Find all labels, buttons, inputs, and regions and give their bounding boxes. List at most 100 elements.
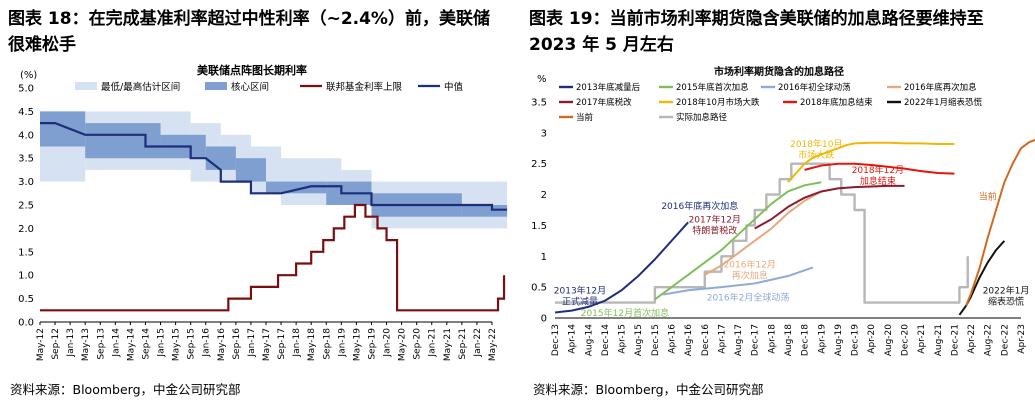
x-tick-label: Dec-17	[751, 324, 761, 356]
x-tick-label: Apr-19	[817, 324, 827, 354]
x-tick-label: Aug-14	[584, 324, 594, 357]
annotation-label: 2022年1月	[983, 284, 1030, 296]
y-tick-label: 1.5	[18, 247, 34, 258]
legend-label: 最低/最高估计区间	[101, 81, 180, 93]
x-tick-label: Sep-15	[187, 328, 197, 360]
x-tick-label: Jan-13	[66, 328, 76, 358]
right-chart: 市场利率期货隐含的加息路径% 0 0.5 1 1.5 2 2.5 3 3.5 Dec-13 Apr-…	[531, 65, 1035, 357]
y-tick-label: 3.0	[18, 177, 34, 188]
chart-title: 市场利率期货隐含的加息路径	[714, 65, 844, 78]
y-tick-label: 1.5	[531, 221, 547, 232]
annotation-label: 2018年12月	[852, 164, 904, 176]
x-tick-label: Apr-14	[568, 324, 578, 354]
y-tick-label: 3.5	[531, 98, 547, 109]
x-tick-label: Dec-16	[701, 324, 711, 356]
x-tick-label: May-14	[126, 328, 136, 361]
core-band	[266, 181, 327, 194]
x-tick-label: Jan-15	[157, 328, 167, 358]
legend-label: 2016年初全球动荡	[778, 82, 851, 93]
series-line	[554, 221, 689, 314]
x-tick-label: Sep-17	[277, 328, 287, 360]
x-tick-label: May-21	[443, 328, 453, 361]
legend-label: 实际加息路径	[676, 112, 728, 123]
x-tick-label: Jan-17	[247, 328, 257, 358]
x-tick-label: Sep-12	[51, 328, 61, 360]
annotation-label: 正式减量	[562, 295, 598, 307]
x-tick-label: Jan-14	[111, 328, 121, 358]
y-axis-unit: (%)	[20, 70, 37, 81]
x-tick-label: May-18	[307, 328, 317, 361]
chart-title: 美联储点阵图长期利率	[197, 63, 307, 77]
x-tick-label: Sep-20	[413, 328, 423, 360]
x-tick-label: Aug-16	[684, 324, 694, 357]
series-line	[654, 181, 822, 301]
annotation-label: 市场大跌	[798, 149, 834, 161]
core-band	[205, 146, 236, 170]
y-axis-unit: %	[537, 74, 547, 85]
x-tick-label: Dec-19	[851, 324, 861, 356]
legend-swatch	[75, 82, 97, 90]
x-tick-label: Aug-21	[934, 324, 944, 356]
legend-label: 2022年1月缩表恐慌	[904, 97, 983, 108]
x-tick-label: Aug-22	[984, 324, 994, 356]
x-tick-label: Dec-15	[651, 324, 661, 356]
y-tick-label: 3.5	[18, 154, 34, 165]
y-tick-label: 3	[541, 128, 547, 139]
x-tick-label: Dec-20	[901, 324, 911, 356]
annotation-label: 2016年2月全球动荡	[707, 292, 790, 304]
x-tick-label: Dec-21	[950, 324, 960, 356]
x-tick-label: Aug-18	[784, 324, 794, 357]
annotation-label: 缩表恐慌	[988, 295, 1024, 307]
legend-label: 中值	[444, 81, 464, 93]
legend-label: 2018年底加息结束	[800, 97, 873, 108]
right-source-note: 资料来源：Bloomberg，中金公司研究部	[533, 382, 764, 397]
x-tick-label: May-12	[36, 328, 46, 361]
series-line	[787, 141, 955, 183]
annotation-label: 2018年10月	[790, 138, 842, 150]
annotation-label: 加息结束	[860, 175, 896, 187]
x-tick-label: Sep-16	[232, 328, 242, 360]
x-tick-label: May-13	[81, 328, 91, 361]
annotation-label: 当前	[979, 191, 997, 203]
right-figure-title: 图表 19：当前市场利率期货隐含美联储的加息路径要维持至 2023 年 5 月左…	[529, 9, 984, 55]
annotation-label: 再次加息	[732, 269, 768, 281]
x-tick-label: Aug-17	[734, 324, 744, 356]
right-figure-panel: 图表 19：当前市场利率期货隐含美联储的加息路径要维持至 2023 年 5 月左…	[523, 0, 1035, 405]
x-tick-label: Apr-18	[767, 324, 777, 354]
x-tick-label: May-22	[488, 328, 498, 361]
core-band	[40, 111, 86, 147]
series-line	[663, 266, 814, 296]
series-line	[804, 162, 955, 175]
legend-label: 2017年底税改	[576, 97, 632, 108]
x-tick-label: Jan-18	[292, 328, 302, 358]
x-tick-label: Dec-18	[801, 324, 811, 356]
y-tick-label: 2.5	[18, 201, 34, 212]
left-source-note: 资料来源：Bloomberg，中金公司研究部	[10, 382, 241, 397]
x-tick-label: Apr-23	[1017, 324, 1027, 354]
y-tick-label: 4.0	[18, 130, 34, 141]
x-tick-label: Apr-22	[967, 324, 977, 354]
x-tick-label: May-20	[398, 328, 408, 361]
legend-label: 当前	[576, 112, 594, 123]
series-line	[754, 184, 905, 230]
core-band	[85, 123, 161, 159]
x-tick-label: Apr-21	[917, 324, 927, 354]
x-tick-label: May-16	[217, 328, 227, 361]
x-tick-label: Dec-14	[601, 324, 611, 356]
x-tick-label: Dec-22	[1000, 324, 1010, 356]
x-tick-label: Jan-20	[383, 328, 393, 358]
y-tick-label: 2.0	[18, 224, 34, 235]
y-tick-label: 1.0	[18, 271, 34, 282]
annotation-label: 2016年底再次加息	[661, 200, 738, 212]
legend-swatch	[205, 82, 227, 90]
y-tick-label: 2	[541, 190, 547, 201]
y-tick-label: 5.0	[18, 84, 34, 95]
legend-label: 2018年10月市场大跌	[676, 97, 760, 108]
x-tick-label: Jan-22	[473, 328, 483, 358]
median-line	[40, 121, 508, 211]
series-line	[958, 240, 1006, 316]
legend-label: 联邦基金利率上限	[326, 81, 403, 93]
x-tick-label: Aug-19	[834, 324, 844, 357]
x-tick-label: Aug-15	[634, 324, 644, 356]
annotation-label: 2016年12月	[724, 258, 776, 270]
